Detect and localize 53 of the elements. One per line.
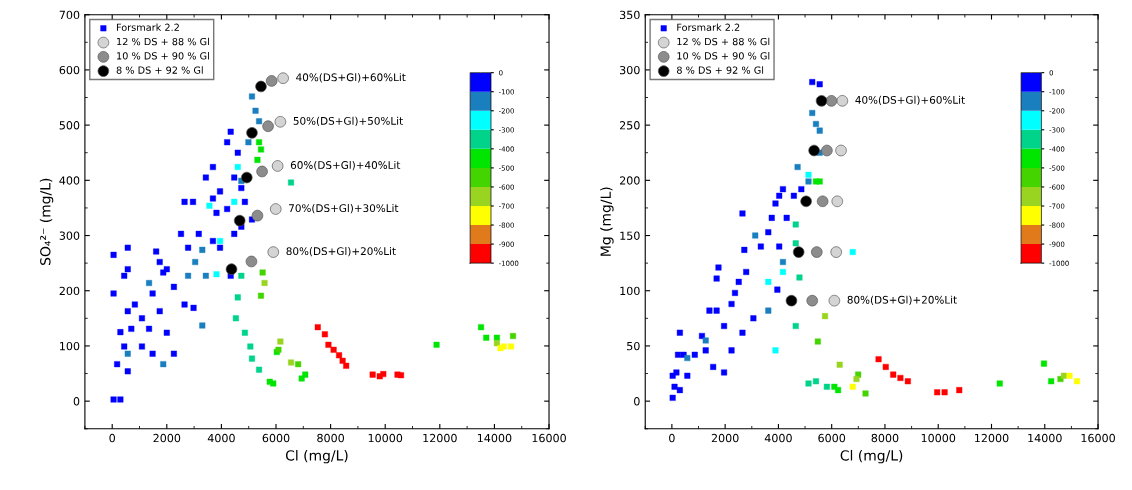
x-tick-label: 16000 (532, 433, 566, 443)
legend-label: 12 % DS + 88 % Gl (677, 37, 770, 46)
x-tick-label: 6000 (818, 433, 846, 443)
x-tick-label: 0 (109, 433, 115, 443)
y-tick-label: 100 (60, 341, 80, 351)
y-tick-label: 300 (620, 65, 640, 75)
y-tick-label: 200 (619, 176, 640, 185)
legend-label: Forsmark 2.2 (116, 23, 179, 31)
y-tick-label: 600 (59, 65, 80, 75)
x-tick-label: 10000 (921, 433, 956, 443)
annotation: 70%(DS+Gl)+30%Lit (289, 203, 399, 214)
x-tick-label: 12000 (423, 433, 457, 443)
y-axis-title: Mg (mg/L) (600, 187, 614, 256)
y-tick-label: 700 (59, 10, 80, 20)
legend-label: Forsmark 2.2 (677, 23, 740, 31)
x-axis-title: Cl (mg/L) (840, 449, 903, 464)
x-tick-label: 14000 (477, 433, 512, 443)
annotation: 40%(DS+Gl)+60%Lit (855, 95, 965, 106)
y-tick-label: 50 (627, 341, 640, 351)
legend-label: 8 % DS + 92 % Gl (116, 66, 203, 74)
x-tick-label: 10000 (368, 433, 403, 443)
x-tick-label: 12000 (975, 433, 1009, 443)
legend-label: 8 % DS + 92 % Gl (677, 66, 764, 74)
y-tick-label: 300 (59, 231, 80, 240)
x-tick-label: 2000 (153, 433, 181, 443)
x-tick-label: 8000 (871, 433, 899, 443)
y-tick-label: 200 (59, 286, 80, 296)
y-tick-label: 100 (620, 286, 640, 296)
x-tick-label: 8000 (317, 433, 345, 443)
annotation: 50%(DS+Gl)+50%Lit (293, 116, 403, 127)
x-tick-label: 2000 (711, 433, 739, 443)
legend-label: 12 % DS + 88 % Gl (117, 37, 209, 46)
y-tick-label: 350 (620, 10, 640, 20)
x-tick-label: 0 (669, 433, 675, 443)
x-tick-label: 6000 (262, 433, 290, 443)
annotation: 60%(DS+Gl)+40%Lit (290, 160, 401, 171)
x-tick-label: 14000 (1028, 433, 1062, 443)
annotation: 80%(DS+Gl)+20%Lit (286, 247, 396, 257)
annotation: 80%(DS+Gl)+20%Lit (847, 295, 957, 305)
legend-label: 10 % DS + 90 % Gl (677, 51, 770, 60)
y-tick-label: 250 (619, 121, 640, 130)
x-tick-label: 16000 (1081, 433, 1115, 443)
x-axis-title: Cl (mg/L) (285, 449, 348, 464)
y-tick-label: 400 (59, 176, 80, 185)
annotation: 40%(DS+Gl)+60%Lit (296, 73, 406, 83)
y-axis-title: SO₄²⁻ (mg/L) (39, 178, 54, 265)
y-tick-label: 0 (73, 397, 80, 406)
x-tick-label: 4000 (207, 433, 235, 443)
x-tick-label: 4000 (764, 433, 792, 443)
y-tick-label: 0 (634, 397, 640, 406)
legend-label: 10 % DS + 90 % Gl (117, 51, 209, 60)
y-tick-label: 150 (620, 231, 640, 240)
y-tick-label: 500 (59, 121, 80, 130)
